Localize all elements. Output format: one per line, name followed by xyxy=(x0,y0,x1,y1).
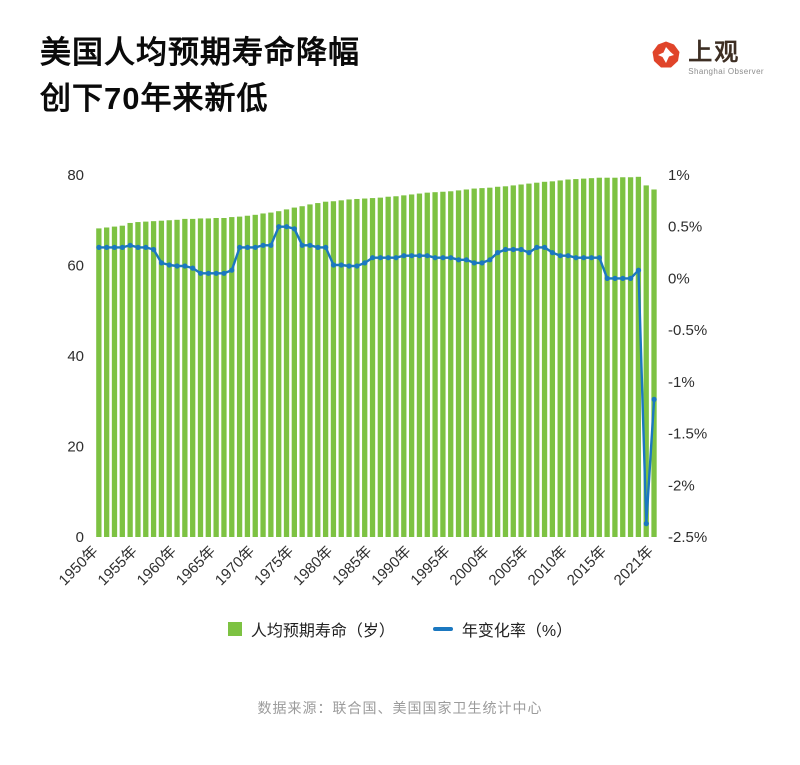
svg-text:20: 20 xyxy=(67,439,84,456)
svg-text:-2%: -2% xyxy=(668,477,695,494)
bar-swatch-icon xyxy=(227,622,242,636)
page-title-line1: 美国人均预期寿命降幅 xyxy=(40,35,360,70)
svg-text:2005年: 2005年 xyxy=(486,543,532,589)
svg-text:1995年: 1995年 xyxy=(407,543,453,589)
logo-seal-icon xyxy=(651,40,681,75)
svg-text:0: 0 xyxy=(76,529,84,546)
svg-text:-1%: -1% xyxy=(668,374,695,391)
logo-name: 上观 xyxy=(688,39,741,66)
page-title-line2: 创下70年来新低 xyxy=(40,80,269,116)
data-source-note: 数据来源：联合国、美国国家卫生统计中心 xyxy=(257,700,543,716)
svg-text:-0.5%: -0.5% xyxy=(668,322,707,339)
legend-label-life-expectancy: 人均预期寿命（岁） xyxy=(250,623,395,640)
svg-text:1970年: 1970年 xyxy=(212,543,258,589)
svg-text:2015年: 2015年 xyxy=(564,543,610,589)
legend-label-change-rate: 年变化率（%） xyxy=(461,623,573,640)
svg-text:1985年: 1985年 xyxy=(329,543,375,589)
svg-text:1960年: 1960年 xyxy=(134,543,180,589)
legend-item-life-expectancy: 人均预期寿命（岁） xyxy=(227,617,395,641)
svg-text:1%: 1% xyxy=(668,167,690,184)
chart-legend: 人均预期寿命（岁） 年变化率（%） xyxy=(0,617,800,641)
svg-text:1965年: 1965年 xyxy=(173,543,219,589)
svg-text:40: 40 xyxy=(67,348,84,365)
svg-text:60: 60 xyxy=(67,258,84,275)
shanghai-observer-logo: 上观 Shanghai Observer xyxy=(651,40,764,76)
page-title: 美国人均预期寿命降幅 创下70年来新低 xyxy=(40,30,360,122)
life-expectancy-chart: 80 60 40 20 0 1% 0.5% 0% -0.5% -1% -1.5% -2% -2.5% 19… xyxy=(56,167,708,589)
legend-item-change-rate: 年变化率（%） xyxy=(432,617,573,641)
svg-text:2000年: 2000年 xyxy=(447,543,493,589)
svg-text:-2.5%: -2.5% xyxy=(668,529,707,546)
svg-text:1975年: 1975年 xyxy=(251,543,297,589)
logo-subtitle: Shanghai Observer xyxy=(688,67,764,77)
svg-text:1950年: 1950年 xyxy=(56,543,102,589)
logo-text-block: 上观 Shanghai Observer xyxy=(688,40,764,76)
svg-text:0%: 0% xyxy=(668,270,690,287)
svg-text:-1.5%: -1.5% xyxy=(668,426,707,443)
svg-text:80: 80 xyxy=(67,167,84,184)
svg-text:1990年: 1990年 xyxy=(368,543,414,589)
svg-text:2021年: 2021年 xyxy=(611,543,657,589)
line-swatch-icon xyxy=(432,627,453,631)
svg-text:0.5%: 0.5% xyxy=(668,219,702,236)
svg-text:1955年: 1955年 xyxy=(95,543,141,589)
svg-text:2010年: 2010年 xyxy=(525,543,571,589)
svg-text:1980年: 1980年 xyxy=(290,543,336,589)
